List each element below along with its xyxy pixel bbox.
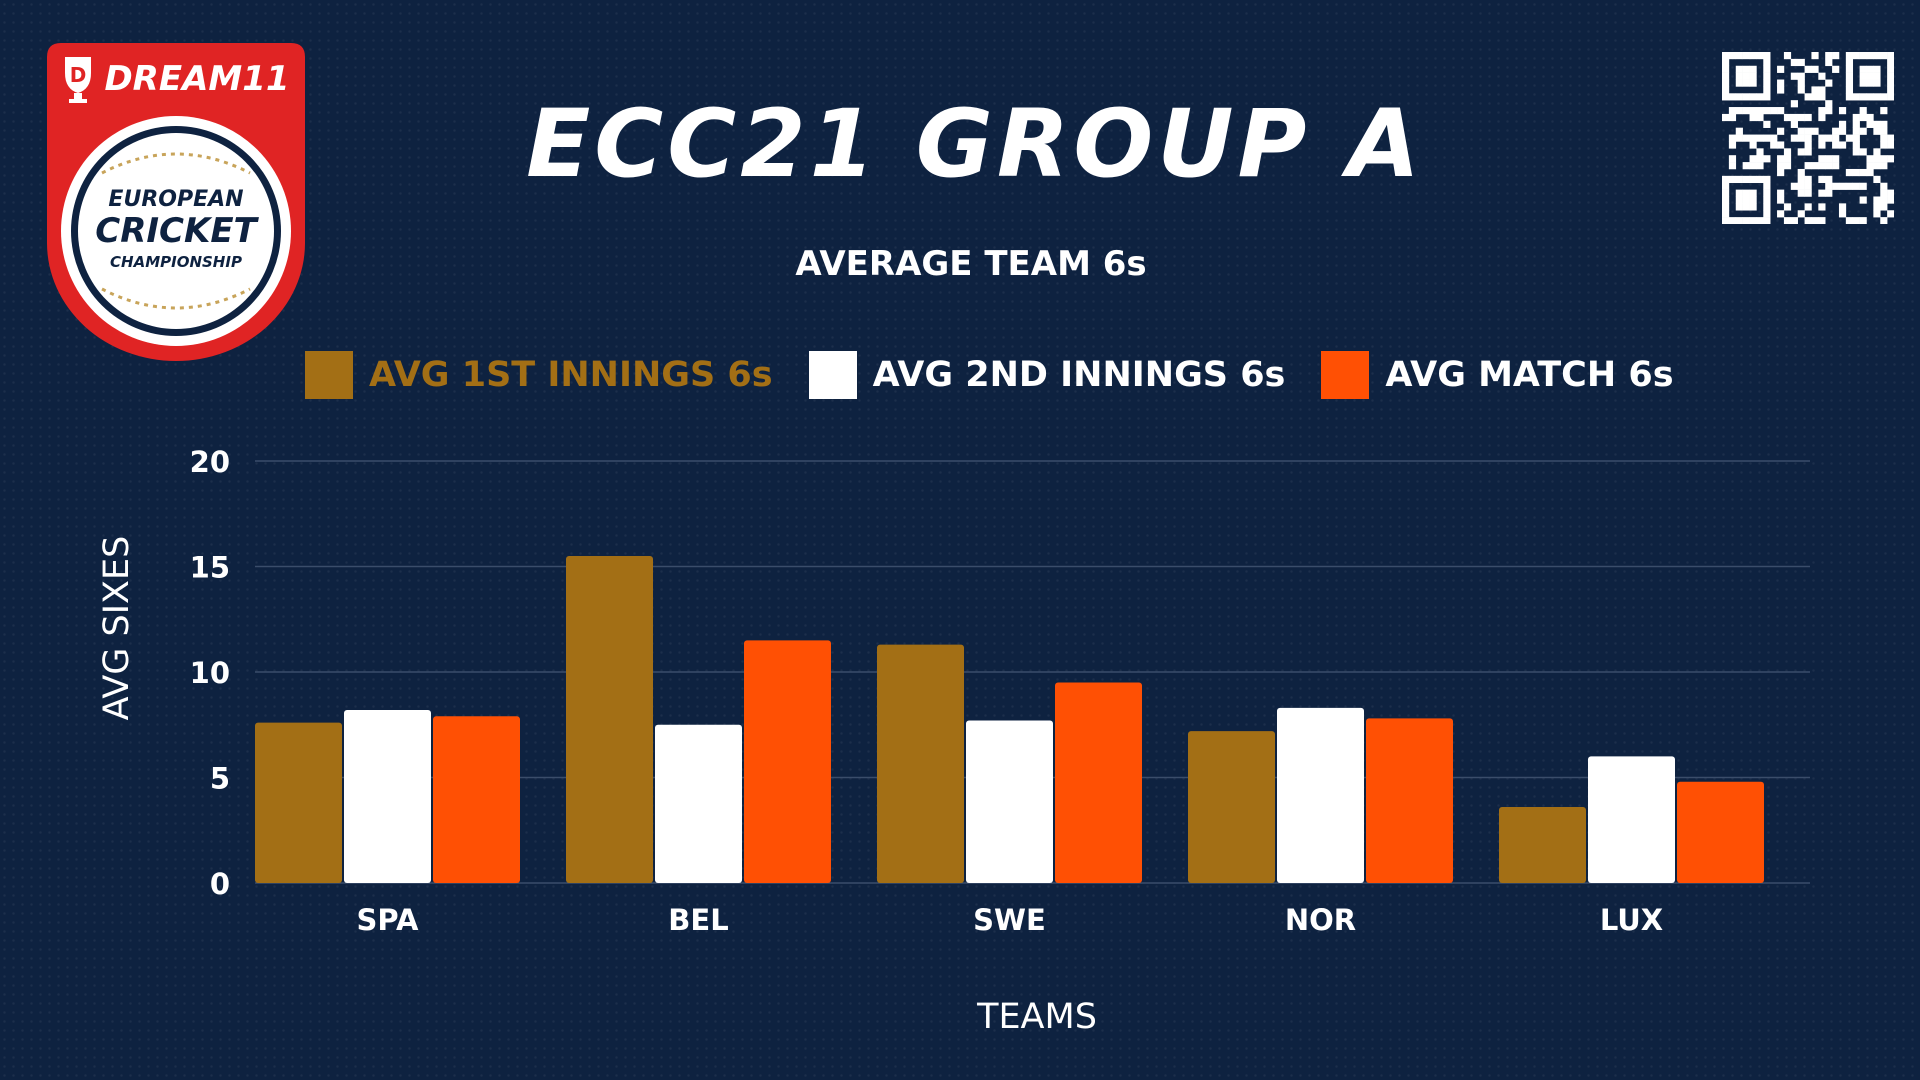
bar-bel-series-1 [566,555,653,883]
x-tick-label: SPA [357,903,419,937]
x-tick-label: NOR [1285,903,1356,937]
legend-swatch-second-innings [808,351,857,399]
legend-label-match: AVG MATCH 6s [1385,355,1674,395]
legend-label-first-innings: AVG 1ST INNINGS 6s [369,355,773,395]
logo-line-cricket: CRICKET [95,211,259,251]
bar-bel-series-2 [655,724,742,883]
legend-swatch-first-innings [305,351,353,399]
svg-text:D: D [70,63,87,87]
bar-lux-series-2 [1588,756,1675,883]
chart-legend: AVG 1ST INNINGS 6s AVG 2ND INNINGS 6s AV… [305,350,1710,400]
y-axis-title: AVG SIXES [97,536,137,721]
y-tick-label: 10 [190,656,230,690]
logo-line-european: EUROPEAN [108,187,243,212]
bar-lux-series-1 [1499,807,1586,883]
bar-swe-series-1 [877,644,964,883]
legend-item-first-innings: AVG 1ST INNINGS 6s [305,351,773,399]
bar-spa-series-2 [344,709,431,883]
legend-item-second-innings: AVG 2ND INNINGS 6s [808,351,1286,399]
bar-swe-series-2 [966,720,1053,883]
bar-spa-series-1 [255,722,342,883]
x-axis-title: TEAMS [976,997,1097,1037]
bar-nor-series-3 [1366,718,1453,883]
legend-swatch-match [1321,351,1370,399]
bar-spa-series-3 [433,716,520,883]
y-tick-label: 20 [190,445,230,479]
sponsor-label: DREAM11 [104,59,289,99]
y-tick-label: 0 [210,867,230,901]
legend-label-second-innings: AVG 2ND INNINGS 6s [872,355,1286,395]
qr-code-icon [1722,52,1894,224]
y-tick-label: 5 [210,762,230,796]
dream11-mark-icon: D [65,57,91,103]
x-tick-label: SWE [973,903,1046,937]
legend-item-match: AVG MATCH 6s [1321,351,1674,399]
x-tick-label: BEL [668,903,728,937]
bar-swe-series-3 [1055,682,1142,883]
ecc-logo-icon: D DREAM11 EUROPEAN CRICKET CHAMPIONSHIP [47,43,305,361]
bar-bel-series-3 [744,640,831,883]
bar-nor-series-1 [1188,731,1275,883]
bar-nor-series-2 [1277,707,1364,883]
logo-line-championship: CHAMPIONSHIP [110,253,242,271]
y-tick-label: 15 [190,551,230,585]
chart-subtitle: AVERAGE TEAM 6s [795,244,1147,284]
bar-lux-series-3 [1677,781,1764,883]
page-title: ECC21 GROUP A [526,90,1424,199]
x-tick-label: LUX [1600,903,1663,937]
